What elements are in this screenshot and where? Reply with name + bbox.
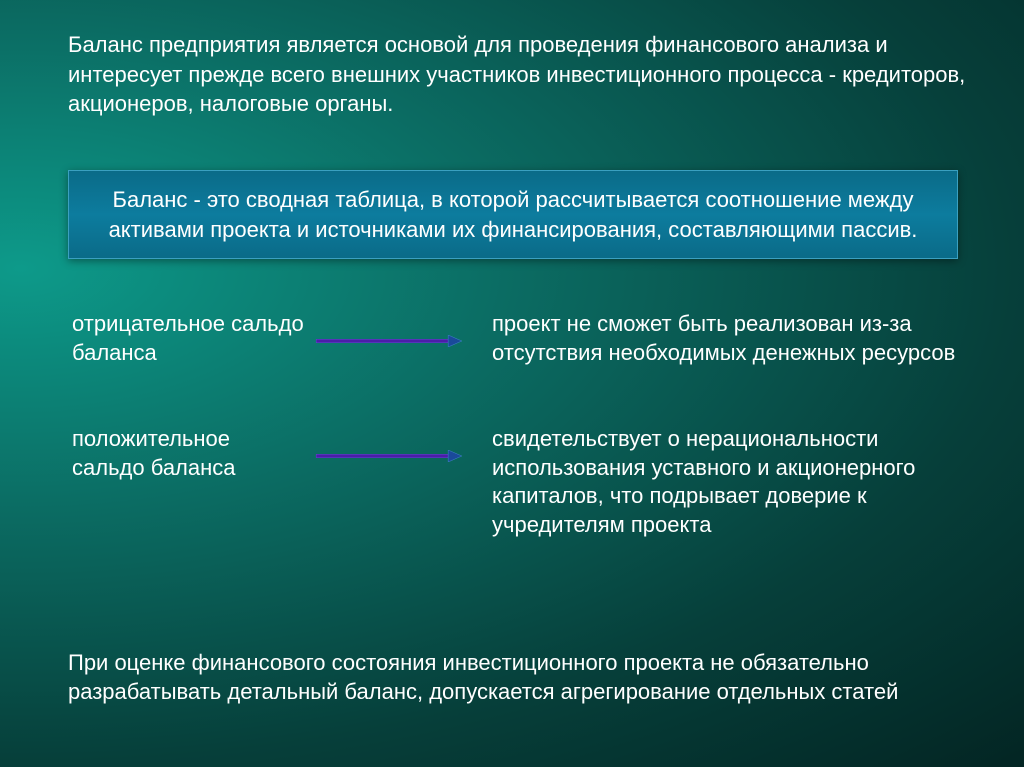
arrow-icon [304, 450, 474, 462]
intro-paragraph: Баланс предприятия является основой для … [68, 30, 974, 119]
arrow-icon [304, 335, 474, 347]
definition-box: Баланс - это сводная таблица, в которой … [68, 170, 958, 259]
row-label: положительное сальдо баланса [72, 425, 304, 482]
arrow-container [304, 310, 492, 352]
balance-row-positive: положительное сальдо баланса свидетельст… [72, 425, 984, 539]
row-label: отрицательное сальдо баланса [72, 310, 304, 367]
footer-paragraph: При оценке финансового состояния инвести… [68, 648, 974, 707]
row-description: проект не сможет быть реализован из-за о… [492, 310, 984, 367]
arrow-container [304, 425, 492, 467]
row-description: свидетельствует о нерациональности испол… [492, 425, 984, 539]
balance-row-negative: отрицательное сальдо баланса проект не с… [72, 310, 984, 367]
